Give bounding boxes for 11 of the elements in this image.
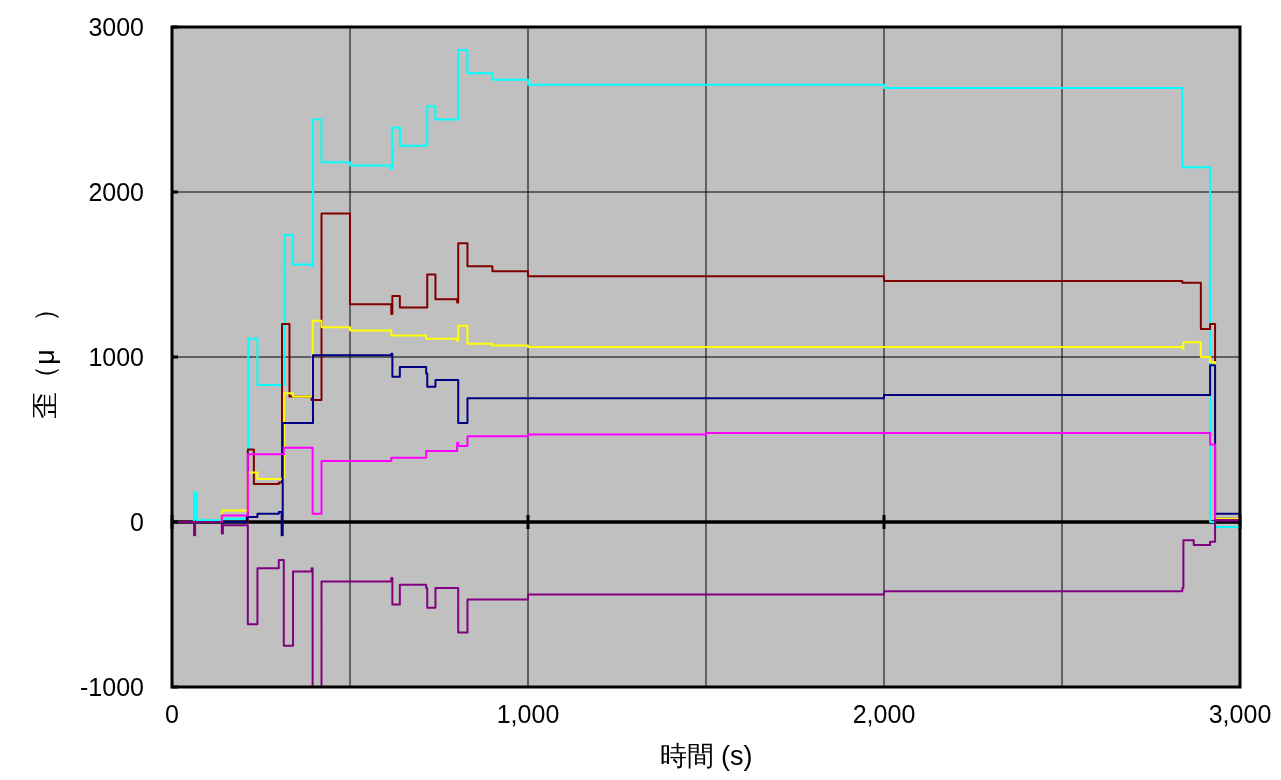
x-tick-label: 0	[165, 700, 179, 728]
y-tick-label: 2000	[88, 178, 144, 206]
y-tick-label: 0	[130, 508, 144, 536]
y-tick-label: 1000	[88, 343, 144, 371]
y-tick-label: -1000	[80, 673, 144, 701]
x-tick-label: 3,000	[1208, 700, 1272, 728]
x-axis-title: 時間 (s)	[659, 741, 753, 771]
y-axis-title: 歪（μ ）	[30, 295, 60, 419]
x-tick-label: 1,000	[496, 700, 560, 728]
x-tick-label: 2,000	[852, 700, 916, 728]
y-tick-label: 3000	[88, 13, 144, 41]
